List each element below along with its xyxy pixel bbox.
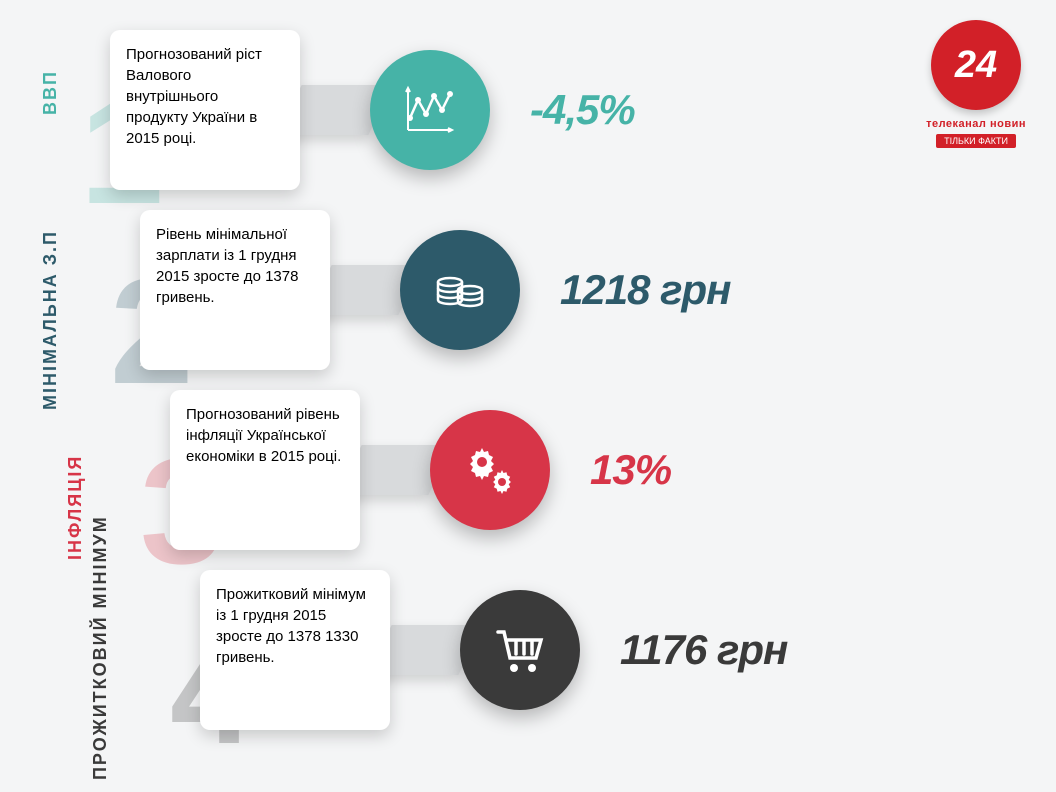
logo-tagline: ТІЛЬКИ ФАКТИ [936,134,1016,148]
info-row: 2Рівень мінімальної зарплати із 1 грудня… [90,210,731,370]
logo-circle: 24 [931,20,1021,110]
description-card: Прогнозований ріст Валового внутрішнього… [110,30,300,190]
description-card: Прогнозований рівень інфляції Українсько… [170,390,360,550]
category-label: ПРОЖИТКОВИЙ МІНІМУМ [90,515,111,780]
metric-value: 1218 грн [560,266,731,314]
metric-value: 13% [590,446,671,494]
metric-value: 1176 грн [620,626,787,674]
logo-subtitle: телеканал новин [926,118,1026,130]
coins-icon [400,230,520,350]
chart-icon [370,50,490,170]
category-label: ВВП [40,70,61,115]
category-label: МІНІМАЛЬНА З.П [40,230,61,410]
cart-icon [460,590,580,710]
info-row: 3Прогнозований рівень інфляції Українськ… [90,390,671,550]
gears-icon [430,410,550,530]
metric-value: -4,5% [530,86,635,134]
description-card: Прожитковий мінімум із 1 грудня 2015 зро… [200,570,390,730]
category-label: ІНФЛЯЦІЯ [65,455,86,560]
channel-logo: 24 телеканал новин ТІЛЬКИ ФАКТИ [926,20,1026,149]
description-card: Рівень мінімальної зарплати із 1 грудня … [140,210,330,370]
info-row: 1Прогнозований ріст Валового внутрішньог… [90,30,635,190]
